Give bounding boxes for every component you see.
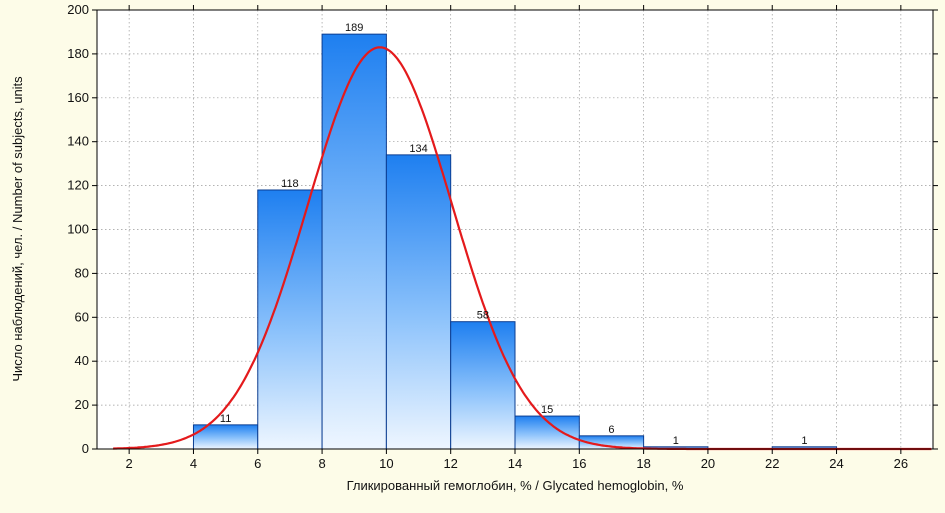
histogram-bar <box>321 33 387 450</box>
y-tick-label: 100 <box>67 222 89 237</box>
bar-value-label: 6 <box>608 424 614 436</box>
x-tick-label: 26 <box>894 456 908 471</box>
x-tick-label: 14 <box>508 456 522 471</box>
histogram-bar <box>450 321 516 450</box>
x-tick-label: 22 <box>765 456 779 471</box>
y-tick-label: 0 <box>82 441 89 456</box>
bar-value-label: 134 <box>409 143 427 155</box>
y-tick-label: 60 <box>75 309 89 324</box>
x-axis-title: Гликированный гемоглобин, % / Glycated h… <box>347 478 684 493</box>
y-tick-label: 140 <box>67 134 89 149</box>
bar-value-label: 118 <box>281 178 299 190</box>
bar-value-label: 11 <box>220 413 231 425</box>
y-tick-label: 40 <box>75 353 89 368</box>
x-tick-label: 10 <box>379 456 393 471</box>
bar-value-label: 189 <box>345 22 363 34</box>
y-tick-label: 80 <box>75 265 89 280</box>
x-tick-label: 8 <box>318 456 325 471</box>
x-tick-label: 6 <box>254 456 261 471</box>
grid <box>97 10 933 449</box>
bar-value-label: 58 <box>477 310 489 322</box>
y-tick-label: 160 <box>67 90 89 105</box>
y-tick-label: 180 <box>67 46 89 61</box>
y-tick-label: 20 <box>75 397 89 412</box>
y-axis-title: Число наблюдений, чел. / Number of subje… <box>10 76 25 382</box>
histogram-bar <box>257 189 323 450</box>
x-tick-label: 4 <box>190 456 197 471</box>
y-tick-label: 120 <box>67 178 89 193</box>
histogram-bar <box>385 154 452 450</box>
x-tick-label: 18 <box>636 456 650 471</box>
x-tick-label: 16 <box>572 456 586 471</box>
x-tick-label: 12 <box>443 456 457 471</box>
x-tick-label: 2 <box>126 456 133 471</box>
bar-value-label: 1 <box>673 435 679 447</box>
y-tick-label: 200 <box>67 2 89 17</box>
x-tick-label: 20 <box>701 456 715 471</box>
bar-value-label: 1 <box>801 435 807 447</box>
bars <box>192 33 838 450</box>
bar-value-label: 15 <box>541 404 553 416</box>
x-tick-label: 24 <box>829 456 843 471</box>
